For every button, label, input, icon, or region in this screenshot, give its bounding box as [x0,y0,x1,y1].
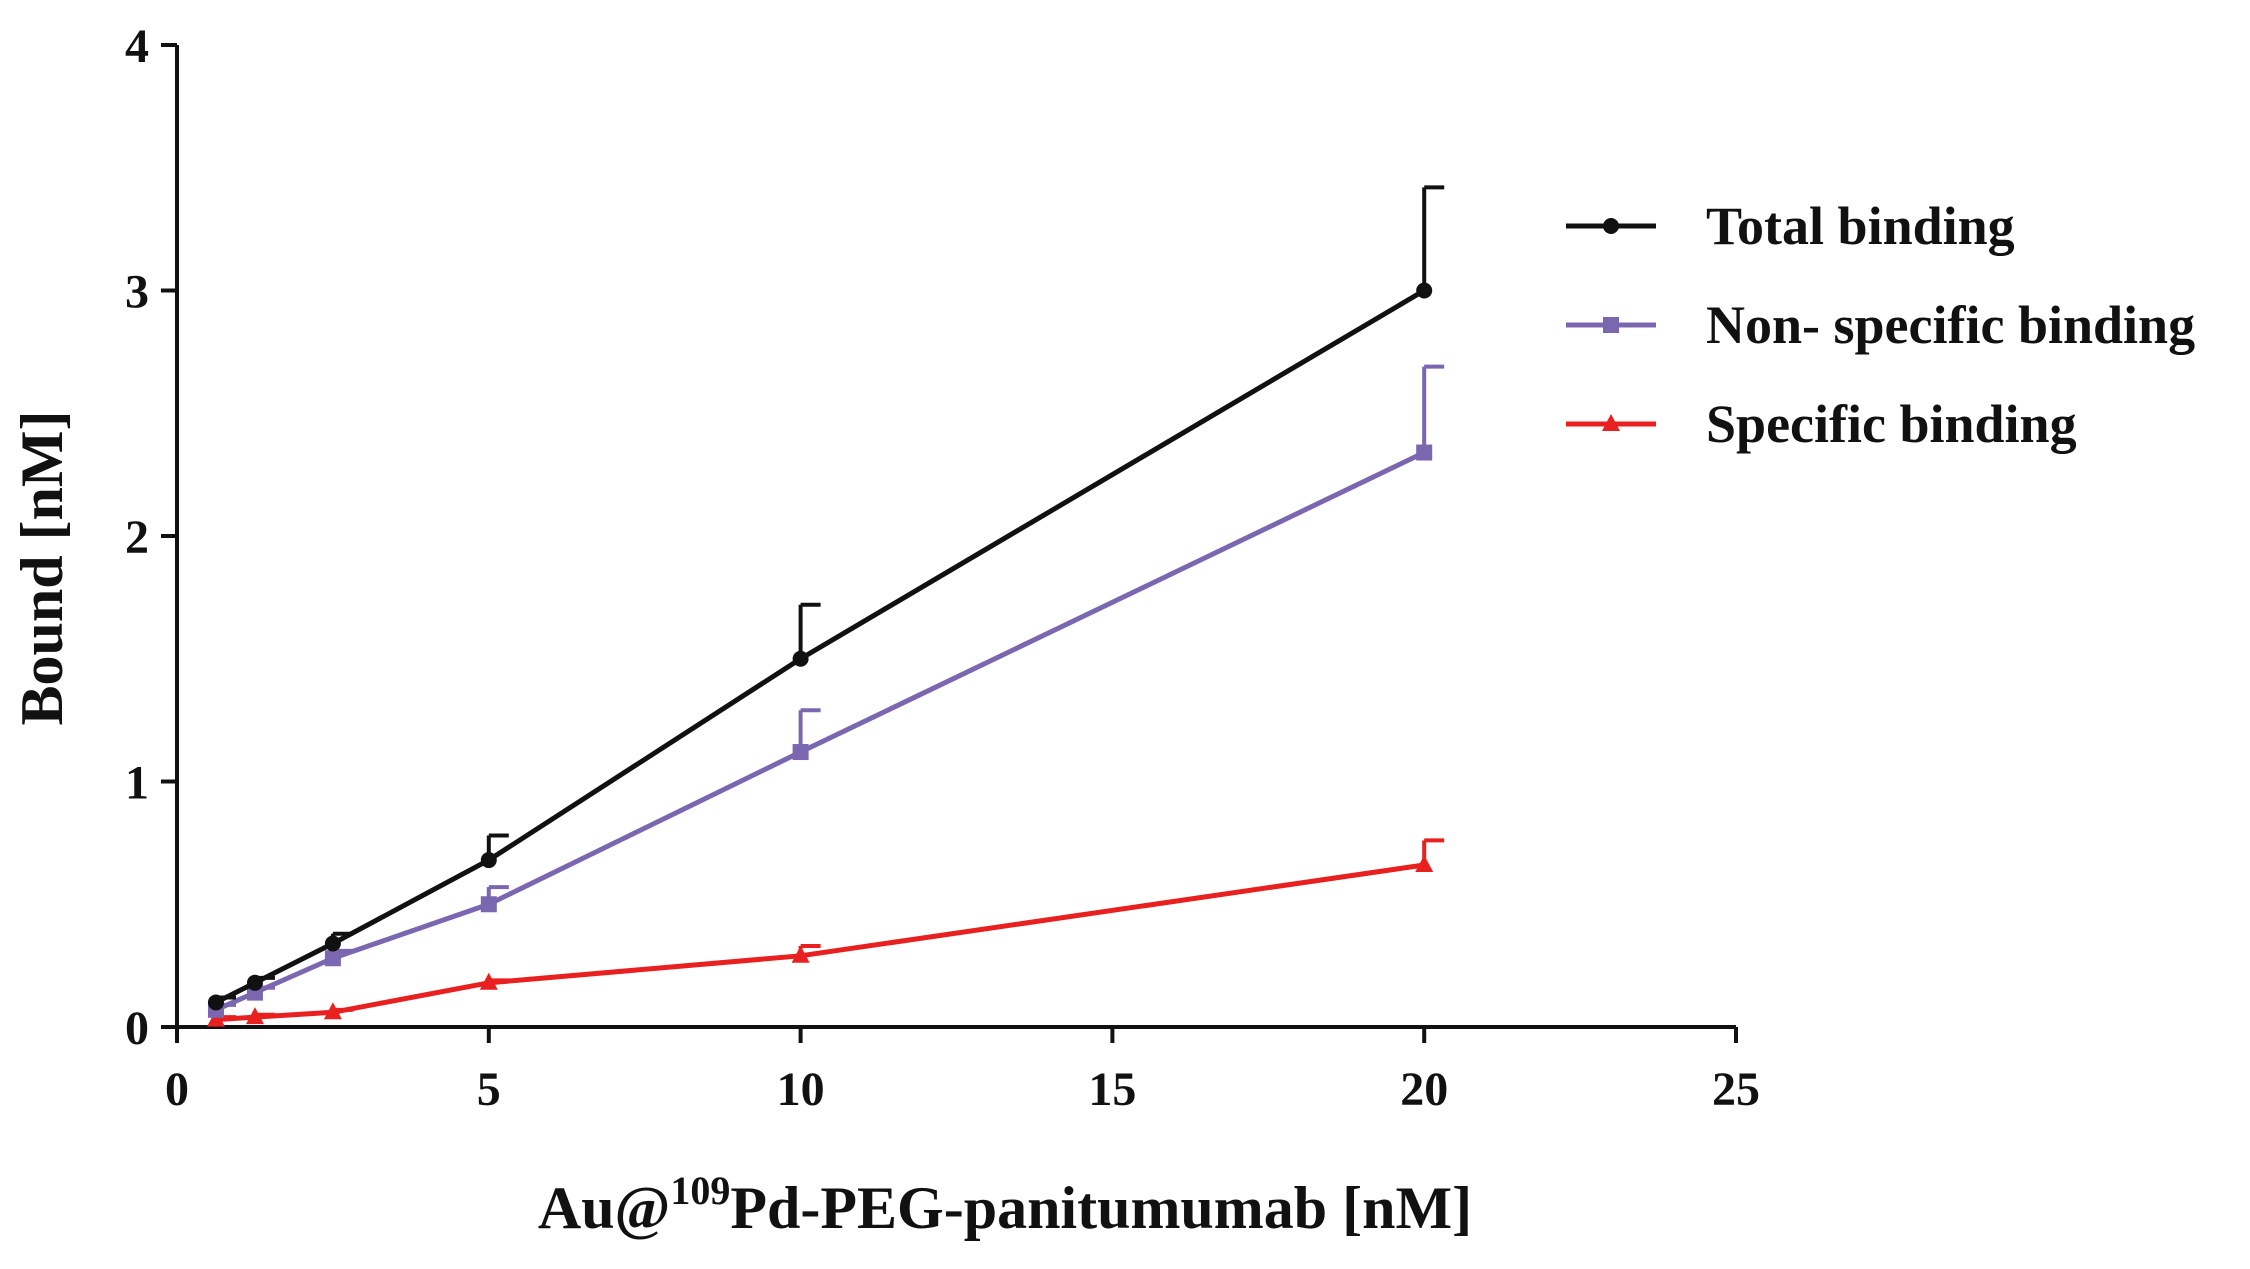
series-line-2 [215,862,1425,1023]
point-0-1 [246,974,263,991]
x-tick-label-0: 0 [165,1063,189,1116]
x-tick-label-5: 25 [1712,1063,1760,1116]
point-2-1 [245,1007,264,1025]
y-tick-label-2: 2 [125,511,149,564]
legend-item-0: Total binding [1566,196,2015,256]
legend-label-2: Specific binding [1706,394,2077,454]
y-tick-label-3: 3 [125,266,149,319]
x-axis-title-rest: Pd-PEG-panitumumab [nM] [730,1175,1472,1241]
point-0-0 [207,994,224,1011]
point-2-4 [791,945,810,963]
legend-marker-0 [1603,218,1619,234]
point-0-2 [324,935,341,952]
legend-item-1: Non- specific binding [1566,295,2195,355]
y-tick-label-0: 0 [125,1002,149,1055]
series-line-1 [214,450,1426,1013]
point-1-2 [324,950,341,967]
y-axis-title: Bound [nM] [9,410,75,725]
x-axis-title-superscript: 109 [670,1168,730,1213]
x-tick-label-3: 15 [1088,1063,1136,1116]
point-0-3 [480,852,497,869]
legend-marker-2 [1602,414,1620,431]
point-1-5 [1416,444,1433,461]
x-tick-label-1: 5 [477,1063,501,1116]
legend-label-0: Total binding [1706,196,2015,256]
point-0-4 [792,650,809,667]
series-layer [206,185,1445,1027]
series-0 [207,185,1445,1011]
x-axis-title: Au@109Pd-PEG-panitumumab [nM] [538,1168,1472,1241]
series-2 [206,838,1445,1027]
x-tick-label-4: 20 [1400,1063,1448,1116]
point-2-3 [479,972,498,990]
point-2-5 [1415,854,1434,872]
point-2-2 [323,1002,342,1020]
point-1-3 [480,896,497,913]
legend-label-1: Non- specific binding [1706,295,2195,355]
y-tick-label-4: 4 [125,20,149,73]
point-0-5 [1416,282,1433,299]
point-2-0 [206,1009,225,1027]
axes: 0 1 2 3 4 0 5 10 15 20 25 [125,20,1760,1116]
y-tick-label-1: 1 [125,757,149,810]
x-tick-label-2: 10 [777,1063,825,1116]
series-1 [207,364,1445,1018]
legend-item-2: Specific binding [1566,394,2077,454]
x-axis-title-main: Au@ [538,1175,671,1241]
point-1-4 [792,744,809,761]
series-line-0 [214,288,1426,1005]
legend-marker-1 [1603,317,1619,333]
legend: Total binding Non- specific binding Specif… [1566,196,2195,454]
